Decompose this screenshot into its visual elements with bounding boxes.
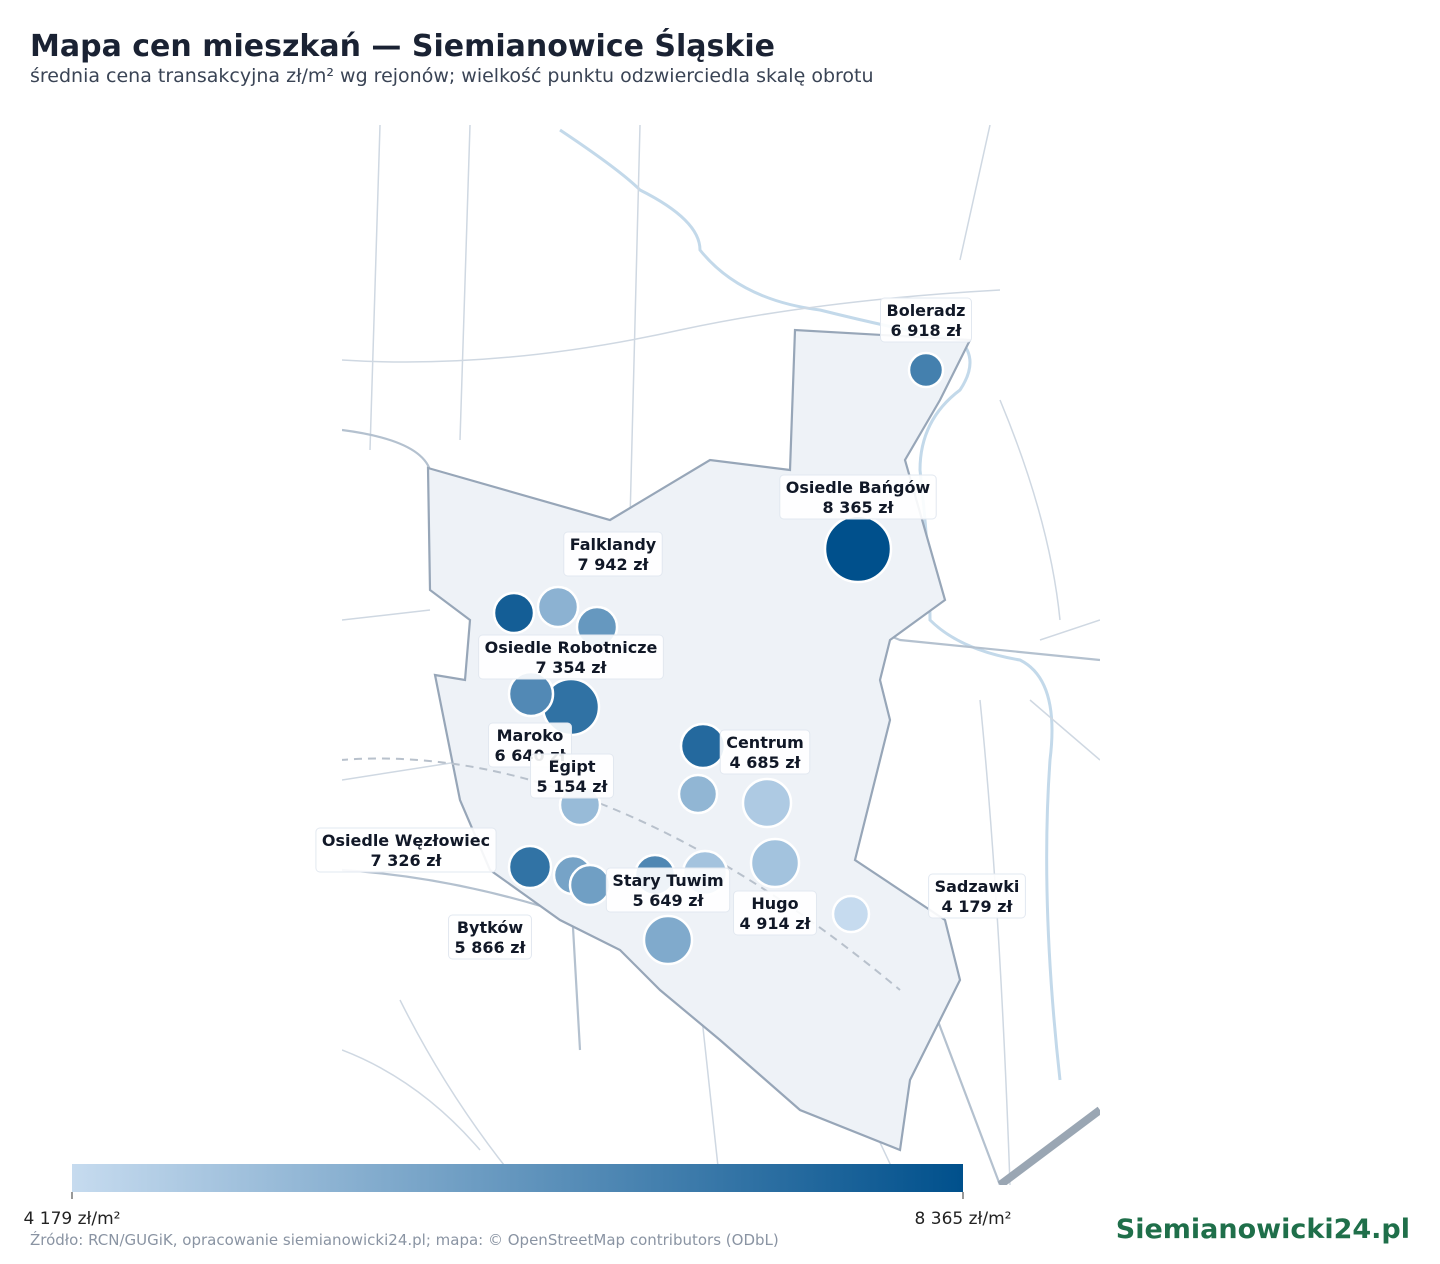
bubble xyxy=(749,837,801,889)
label-box xyxy=(719,729,811,775)
label-box xyxy=(605,867,731,913)
district-name: Falklandy xyxy=(570,535,657,554)
bubble xyxy=(568,863,612,907)
label-box xyxy=(448,914,532,960)
label-box xyxy=(563,531,663,577)
district-price: 7 326 zł xyxy=(371,851,443,870)
district-price: 4 179 zł xyxy=(942,897,1014,916)
bubble xyxy=(823,514,893,584)
bubble xyxy=(907,351,945,389)
district-price: 5 649 zł xyxy=(633,891,705,910)
district-name: Hugo xyxy=(751,894,798,913)
district-price: 7 354 zł xyxy=(536,658,608,677)
district-price: 6 918 zł xyxy=(891,321,963,340)
district-price: 7 942 zł xyxy=(578,555,650,574)
colorbar-ticks: 4 179 zł/m² 8 365 zł/m² xyxy=(24,1192,1012,1229)
district-name: Centrum xyxy=(726,733,804,752)
district-price: 5 866 zł xyxy=(455,938,527,957)
district-name: Egipt xyxy=(549,757,596,776)
source: Źródło: RCN/GUGiK, opracowanie siemianow… xyxy=(30,1230,779,1249)
label-box xyxy=(530,753,614,799)
district-name: Bytków xyxy=(457,918,523,937)
subtitle: średnia cena transakcyjna zł/m² wg rejon… xyxy=(30,65,874,87)
bubble xyxy=(507,844,553,890)
label-box xyxy=(928,873,1026,919)
district-price: 4 685 zł xyxy=(730,753,802,772)
colorbar xyxy=(72,1164,963,1192)
bubble xyxy=(492,591,536,635)
bubble xyxy=(677,773,719,815)
bubble xyxy=(831,894,871,934)
bubble xyxy=(642,914,694,966)
label-box xyxy=(880,297,972,343)
label-box xyxy=(733,890,817,936)
basemap xyxy=(342,125,1100,1185)
colorbar-tick-label: 8 365 zł/m² xyxy=(915,1209,1012,1229)
label-box xyxy=(478,634,664,680)
district-name: Osiedle Bańgów xyxy=(786,478,931,497)
district-name: Stary Tuwim xyxy=(612,871,723,890)
district-name: Sadzawki xyxy=(935,877,1020,896)
district-price: 8 365 zł xyxy=(823,498,895,517)
bubble xyxy=(741,777,793,829)
label-box xyxy=(779,474,937,520)
district-name: Maroko xyxy=(497,726,564,745)
bubble xyxy=(679,722,727,770)
label-box xyxy=(315,827,497,873)
logo: Siemianowicki24.pl xyxy=(1116,1214,1410,1245)
title: Mapa cen mieszkań — Siemianowice Śląskie xyxy=(30,27,775,64)
district-name: Boleradz xyxy=(887,301,966,320)
colorbar-tick-label: 4 179 zł/m² xyxy=(24,1209,121,1229)
district-price: 5 154 zł xyxy=(537,777,609,796)
district-price: 4 914 zł xyxy=(740,914,812,933)
bubble xyxy=(536,585,580,629)
district-name: Osiedle Robotnicze xyxy=(485,638,658,657)
district-name: Osiedle Węzłowiec xyxy=(322,831,490,850)
